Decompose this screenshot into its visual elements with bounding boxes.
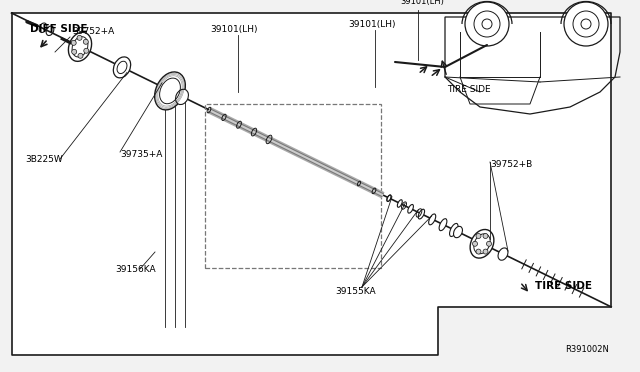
Ellipse shape bbox=[397, 200, 403, 207]
Circle shape bbox=[472, 241, 477, 246]
Circle shape bbox=[78, 53, 83, 58]
Ellipse shape bbox=[155, 72, 186, 110]
Ellipse shape bbox=[470, 230, 494, 258]
Ellipse shape bbox=[454, 226, 463, 238]
Ellipse shape bbox=[498, 248, 508, 260]
Circle shape bbox=[581, 19, 591, 29]
Ellipse shape bbox=[439, 219, 447, 231]
Circle shape bbox=[77, 35, 82, 40]
Circle shape bbox=[72, 49, 77, 54]
Circle shape bbox=[71, 40, 76, 45]
Text: 39155KA: 39155KA bbox=[335, 287, 376, 296]
Circle shape bbox=[83, 39, 88, 44]
Text: 39752+B: 39752+B bbox=[490, 160, 532, 169]
Text: 39156KA: 39156KA bbox=[115, 265, 156, 274]
Circle shape bbox=[564, 2, 608, 46]
Ellipse shape bbox=[418, 209, 424, 219]
Circle shape bbox=[84, 48, 89, 53]
Text: TIRE SIDE: TIRE SIDE bbox=[447, 85, 491, 94]
Text: 39752+A: 39752+A bbox=[72, 27, 115, 36]
Text: TIRE SIDE: TIRE SIDE bbox=[535, 281, 592, 291]
Ellipse shape bbox=[113, 57, 131, 78]
Circle shape bbox=[476, 249, 481, 254]
Polygon shape bbox=[12, 13, 611, 355]
Bar bbox=[205, 104, 381, 268]
Ellipse shape bbox=[429, 214, 436, 225]
Text: 3B225W: 3B225W bbox=[25, 155, 63, 164]
Text: DIFF SIDE: DIFF SIDE bbox=[30, 24, 88, 34]
Circle shape bbox=[483, 249, 488, 254]
Circle shape bbox=[486, 241, 492, 246]
Text: R391002N: R391002N bbox=[565, 345, 609, 354]
Text: 39101(LH): 39101(LH) bbox=[400, 0, 444, 6]
Ellipse shape bbox=[68, 32, 92, 61]
Text: 39735+A: 39735+A bbox=[120, 150, 163, 159]
Ellipse shape bbox=[408, 205, 413, 213]
Circle shape bbox=[476, 234, 481, 238]
Text: 39101(LH): 39101(LH) bbox=[210, 25, 257, 34]
Ellipse shape bbox=[387, 195, 391, 202]
Circle shape bbox=[482, 19, 492, 29]
Circle shape bbox=[483, 234, 488, 238]
Ellipse shape bbox=[175, 89, 188, 105]
Ellipse shape bbox=[449, 224, 458, 237]
Circle shape bbox=[465, 2, 509, 46]
Text: 39101(LH): 39101(LH) bbox=[348, 20, 396, 29]
